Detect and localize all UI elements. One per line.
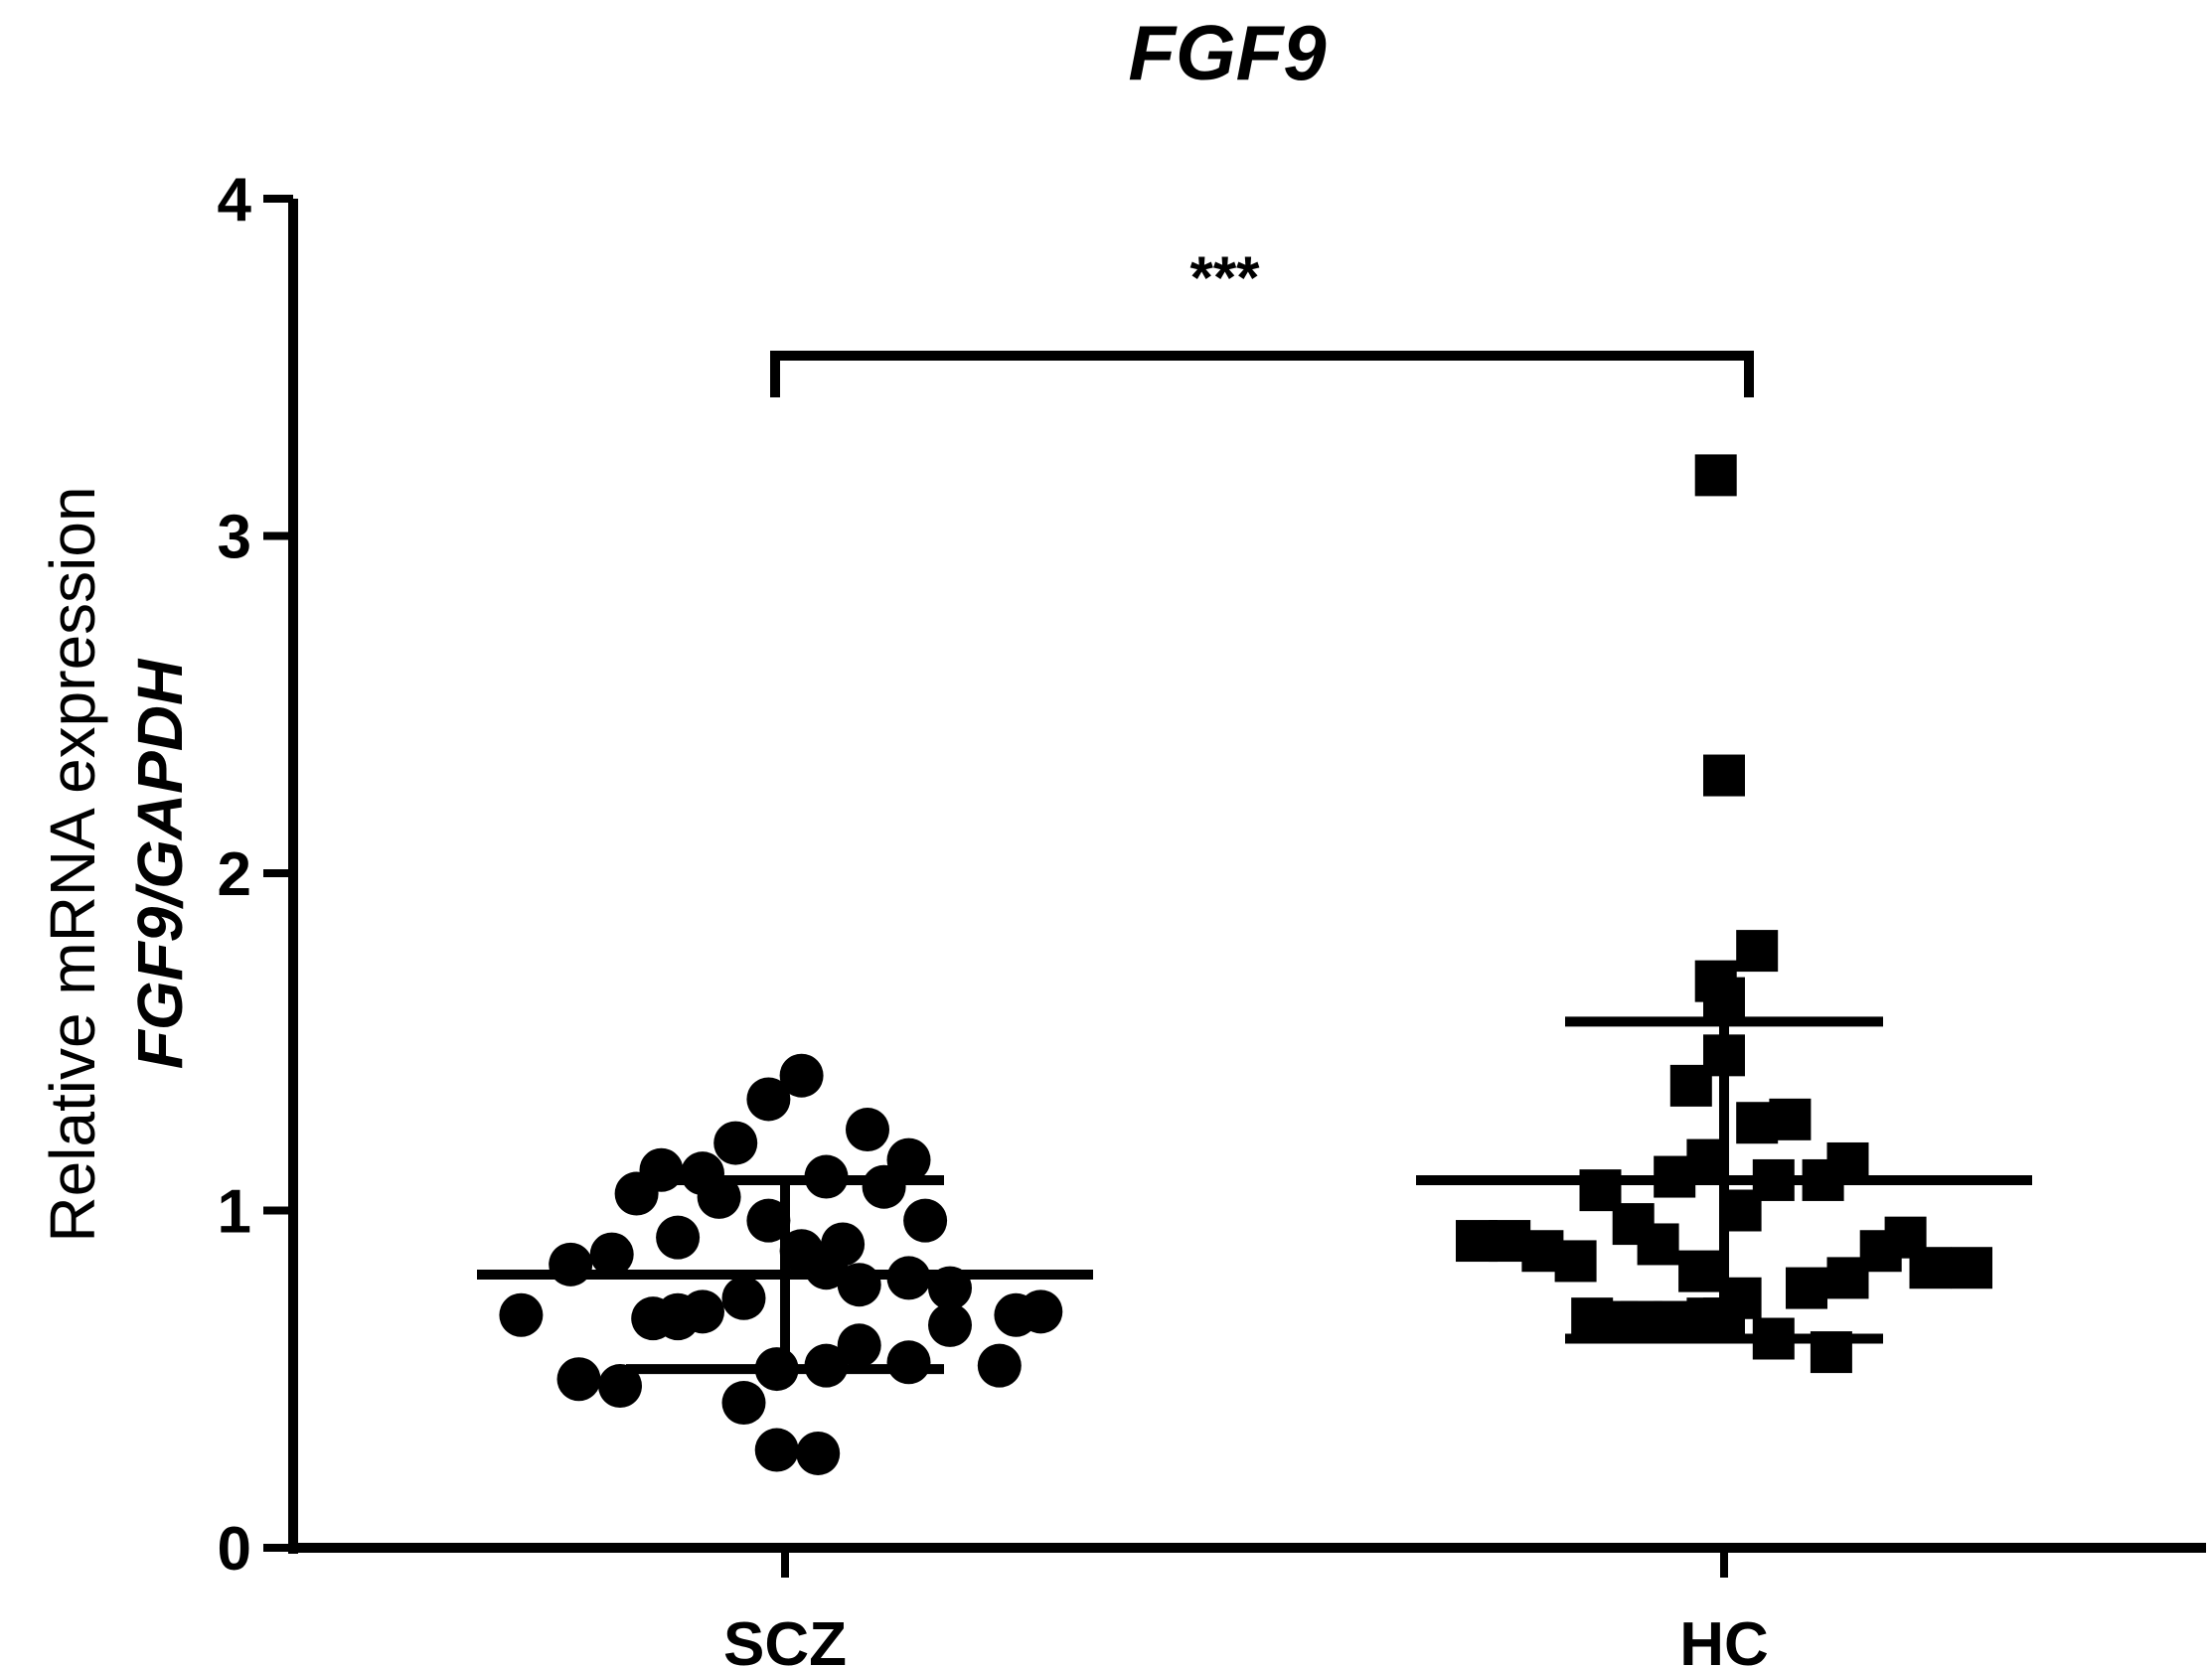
data-point: [549, 1242, 593, 1287]
data-point: [1786, 1267, 1827, 1309]
y-tick-label: 2: [218, 840, 251, 909]
data-point: [589, 1232, 634, 1277]
data-point: [1554, 1240, 1597, 1283]
data-point: [556, 1357, 601, 1402]
data-point: [886, 1137, 931, 1182]
data-point: [1703, 977, 1745, 1019]
data-point: [697, 1174, 741, 1219]
data-point: [1019, 1289, 1063, 1334]
y-tick-label: 3: [218, 504, 251, 572]
data-point: [1909, 1247, 1952, 1289]
data-point: [746, 1077, 791, 1122]
data-point: [639, 1147, 684, 1192]
data-point: [977, 1343, 1022, 1388]
data-point: [713, 1121, 758, 1165]
data-point: [681, 1289, 724, 1334]
y-tick-label: 1: [218, 1178, 251, 1247]
data-point: [837, 1323, 881, 1368]
axes: [288, 199, 2206, 1554]
data-point: [721, 1381, 766, 1426]
data-point: [1703, 754, 1745, 797]
data-point: [1694, 454, 1737, 497]
data-point: [837, 1263, 881, 1307]
x-category-label: HC: [1679, 1610, 1769, 1667]
data-point: [886, 1340, 931, 1385]
data-point: [499, 1292, 544, 1337]
y-axis-label-line2: FGF9/GAPDH: [124, 658, 196, 1069]
data-point: [1736, 930, 1779, 973]
significance-bracket: ***: [770, 244, 1754, 397]
data-point: [598, 1364, 642, 1409]
error-bars: [477, 1016, 2032, 1375]
data-point: [1769, 1098, 1812, 1140]
y-axis-ticks: 0 1 2 3 4: [218, 166, 293, 1584]
data-point: [903, 1198, 948, 1243]
data-point: [721, 1276, 766, 1320]
data-point: [746, 1198, 791, 1243]
data-point: [796, 1431, 841, 1475]
y-tick-label: 0: [218, 1515, 251, 1584]
y-axis-label-line1: Relative mRNA expression: [37, 486, 108, 1242]
data-point: [779, 1053, 824, 1098]
data-point: [846, 1108, 889, 1152]
significance-bracket-line: [770, 351, 1754, 397]
data-point: [1637, 1223, 1679, 1266]
data-point: [1951, 1247, 1992, 1289]
data-point: [928, 1302, 972, 1347]
data-point: [821, 1222, 866, 1267]
significance-label: ***: [1189, 244, 1260, 311]
chart-title: FGF9: [1128, 9, 1327, 96]
y-axis-label: Relative mRNA expression FGF9/GAPDH: [37, 486, 196, 1242]
y-tick-label: 4: [218, 166, 252, 234]
data-point: [754, 1428, 799, 1472]
x-axis-ticks: SCZ HC: [723, 1548, 1769, 1667]
data-point: [656, 1215, 701, 1260]
x-category-label: SCZ: [723, 1610, 847, 1667]
data-point: [1678, 1250, 1721, 1292]
data-points: [499, 454, 1992, 1475]
